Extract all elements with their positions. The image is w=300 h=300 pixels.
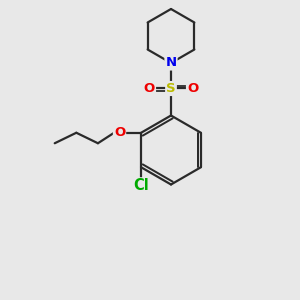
Text: O: O — [114, 126, 125, 139]
Text: O: O — [187, 82, 198, 95]
Text: N: N — [165, 56, 177, 70]
Text: O: O — [144, 82, 155, 95]
Text: S: S — [166, 82, 176, 95]
Text: Cl: Cl — [133, 178, 149, 194]
